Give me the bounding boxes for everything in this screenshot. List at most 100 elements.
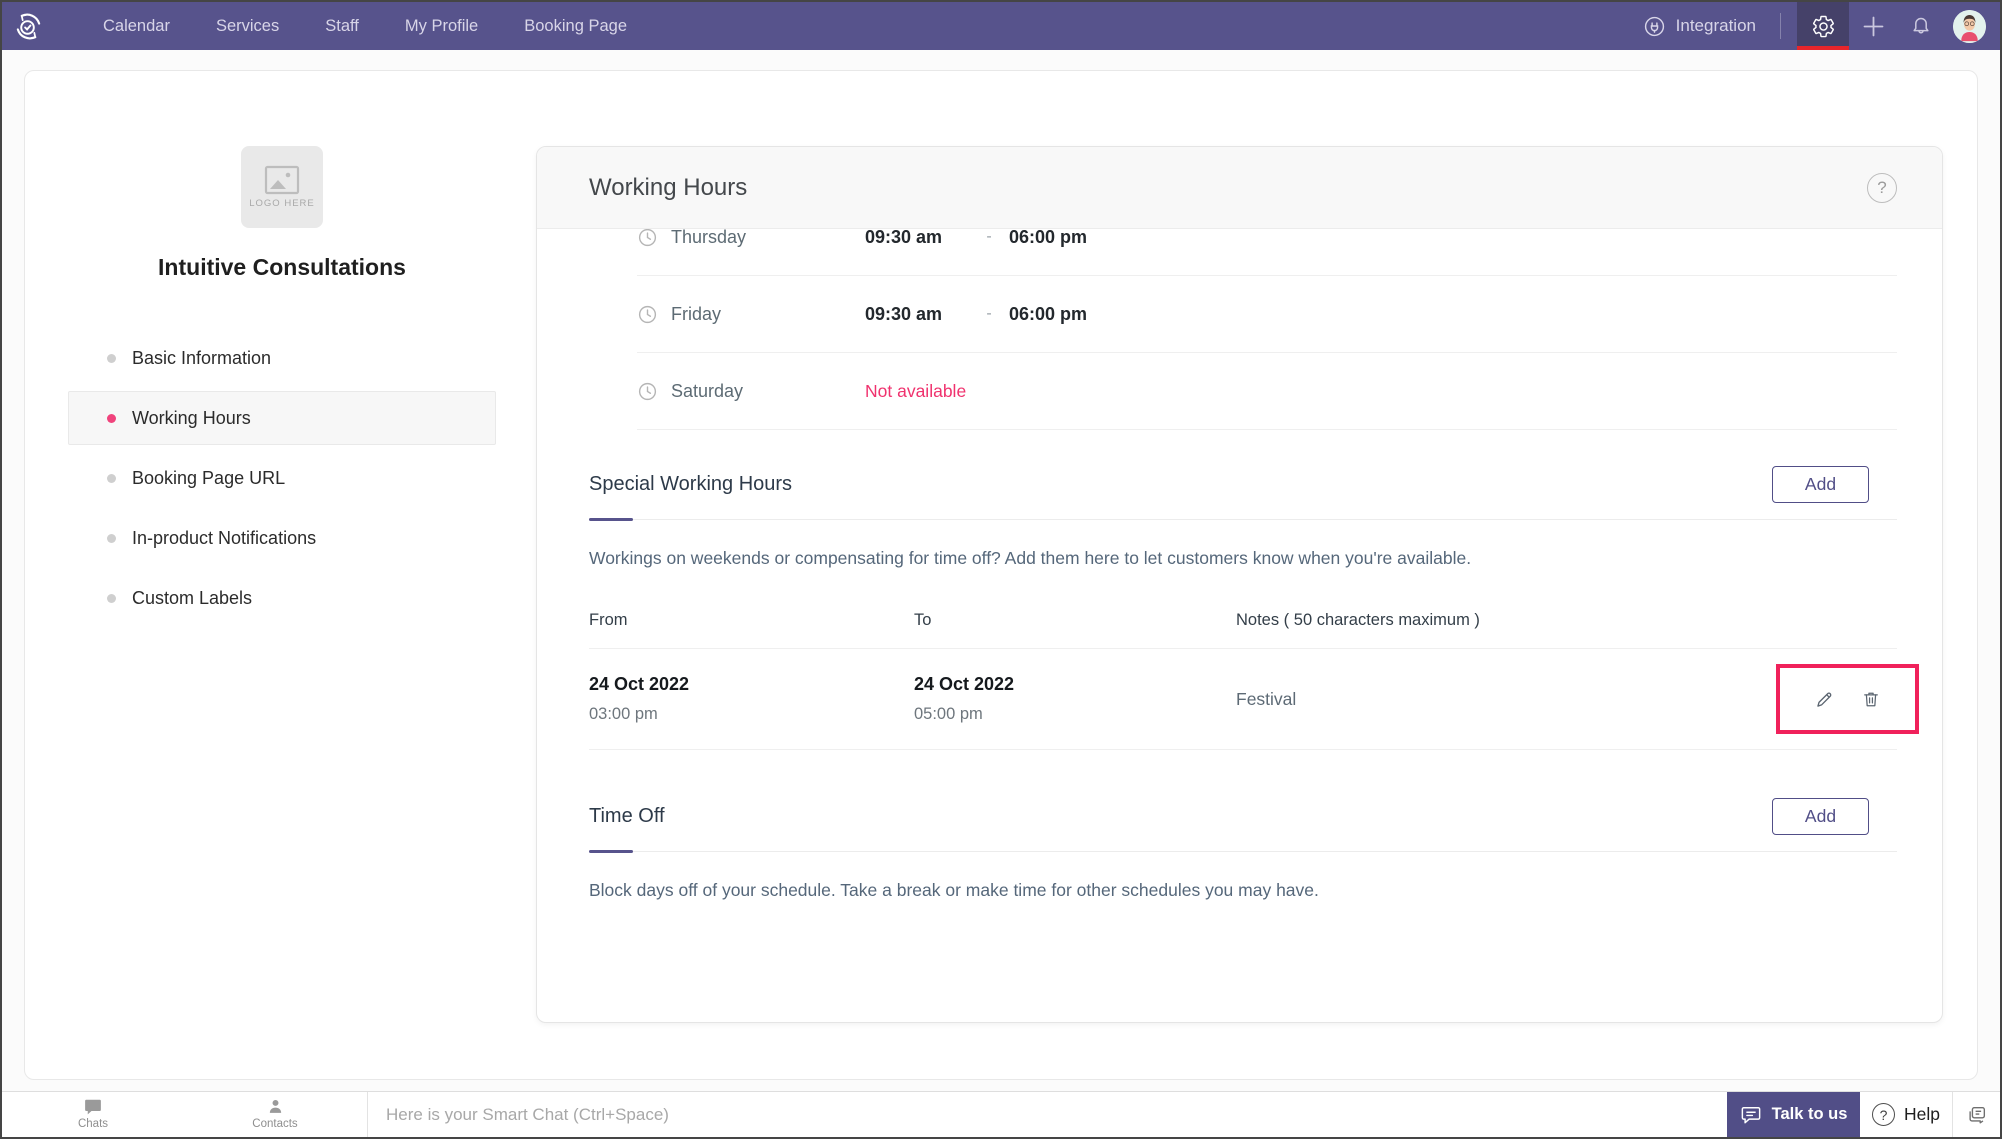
question-mark-glyph: ?	[1877, 177, 1887, 197]
talk-to-us-label: Talk to us	[1771, 1105, 1848, 1123]
end-time: 06:00 pm	[1009, 303, 1088, 324]
gear-icon	[1811, 14, 1836, 39]
help-label: Help	[1904, 1104, 1940, 1124]
sidebar-item-working-hours[interactable]: Working Hours	[68, 391, 496, 445]
smart-chat-input[interactable]: Here is your Smart Chat (Ctrl+Space)	[367, 1092, 1727, 1137]
chats-label: Chats	[77, 1118, 109, 1130]
top-navbar: Calendar Services Staff My Profile Booki…	[2, 2, 2000, 50]
column-header-notes: Notes ( 50 characters maximum )	[1236, 611, 1480, 629]
day-row-friday[interactable]: Friday 09:30 am - 06:00 pm	[637, 276, 1897, 353]
talk-to-us-button[interactable]: Talk to us	[1727, 1092, 1860, 1137]
time-separator: -	[986, 305, 992, 322]
contacts-dock-button[interactable]: Contacts	[184, 1092, 366, 1137]
day-row-thursday[interactable]: Thursday 09:30 am - 06:00 pm	[637, 229, 1897, 276]
title-accent-bar	[589, 518, 633, 521]
integration-button[interactable]: Integration	[1643, 15, 1756, 38]
section-header: Time Off Add	[589, 798, 1897, 853]
help-icon[interactable]: ?	[1867, 172, 1897, 203]
logo-placeholder: LOGO HERE	[241, 146, 323, 228]
nav-divider	[1780, 13, 1781, 39]
section-description: Workings on weekends or compensating for…	[589, 548, 1472, 568]
sidebar-item-label: Custom Labels	[132, 587, 253, 608]
column-header-from: From	[589, 611, 628, 629]
day-name: Friday	[671, 303, 722, 324]
edit-pencil-icon[interactable]	[1814, 689, 1835, 710]
nav-right-cluster: Integration	[1643, 2, 2000, 50]
settings-nav: Basic Information Working Hours Booking …	[68, 331, 496, 625]
help-question-icon: ?	[1872, 1103, 1895, 1126]
nav-item-booking-page[interactable]: Booking Page	[524, 17, 627, 35]
from-cell: 24 Oct 2022 03:00 pm	[589, 674, 914, 724]
end-time: 06:00 pm	[1009, 229, 1088, 247]
primary-nav: Calendar Services Staff My Profile Booki…	[80, 2, 650, 50]
time-off-section: Time Off Add Block days off of your sche…	[589, 798, 1897, 901]
sidebar-item-label: Working Hours	[132, 407, 251, 428]
question-mark-glyph: ?	[1879, 1106, 1888, 1123]
title-accent-bar	[589, 850, 633, 853]
section-title: Time Off	[589, 805, 665, 827]
settings-gear-button[interactable]	[1797, 2, 1849, 50]
page-title: Working Hours	[589, 173, 748, 201]
notifications-button[interactable]	[1897, 2, 1945, 50]
stacked-chats-icon	[1966, 1104, 1988, 1126]
add-time-off-button[interactable]: Add	[1772, 798, 1869, 835]
bullet-dot-icon	[107, 473, 116, 483]
section-header: Special Working Hours Add	[589, 466, 1897, 521]
sidebar-item-in-product-notifications[interactable]: In-product Notifications	[68, 511, 496, 565]
add-new-button[interactable]	[1849, 2, 1897, 50]
special-working-hours-section: Special Working Hours Add Workings on we…	[589, 466, 1919, 750]
nav-item-calendar[interactable]: Calendar	[103, 17, 170, 35]
chat-windows-stack-button[interactable]	[1952, 1092, 2000, 1137]
contacts-label: Contacts	[252, 1118, 298, 1130]
sidebar-item-label: Booking Page URL	[132, 467, 286, 488]
nav-item-staff[interactable]: Staff	[325, 17, 359, 35]
clock-icon	[637, 381, 658, 402]
image-placeholder-icon	[264, 165, 300, 195]
talk-chat-icon	[1740, 1105, 1762, 1125]
user-avatar[interactable]	[1953, 9, 1986, 43]
start-time: 09:30 am	[865, 229, 943, 247]
bullet-dot-icon	[107, 593, 116, 603]
nav-item-my-profile[interactable]: My Profile	[404, 17, 479, 35]
chats-dock-button[interactable]: Chats	[2, 1092, 184, 1137]
table-header-row: From To Notes ( 50 characters maximum )	[589, 611, 1897, 649]
sidebar-item-label: In-product Notifications	[132, 527, 317, 548]
to-date: 24 Oct 2022	[914, 674, 1015, 694]
add-special-hours-button[interactable]: Add	[1772, 466, 1869, 503]
bullet-dot-icon	[107, 413, 116, 423]
bookings-logo-icon[interactable]	[2, 2, 54, 50]
sidebar-item-basic-information[interactable]: Basic Information	[68, 331, 496, 385]
notes-cell: Festival	[1236, 688, 1297, 709]
chat-bubble-icon	[84, 1098, 102, 1115]
from-date: 24 Oct 2022	[589, 674, 690, 694]
bullet-dot-icon	[107, 533, 116, 543]
day-name: Saturday	[671, 380, 744, 401]
logo-placeholder-label: LOGO HERE	[249, 198, 315, 209]
integration-label: Integration	[1675, 16, 1756, 35]
bullet-dot-icon	[107, 353, 116, 363]
working-hours-card: Working Hours ? Thursday 09:30 am -	[536, 146, 1943, 1023]
plus-icon	[1860, 13, 1887, 40]
special-hours-row: 24 Oct 2022 03:00 pm 24 Oct 2022 05:00 p…	[589, 649, 1919, 750]
active-tab-underline	[1797, 46, 1849, 50]
sidebar-item-booking-page-url[interactable]: Booking Page URL	[68, 451, 496, 505]
bell-icon	[1909, 14, 1933, 38]
sidebar-item-custom-labels[interactable]: Custom Labels	[68, 571, 496, 625]
nav-item-services[interactable]: Services	[215, 17, 280, 35]
clock-icon	[637, 304, 658, 325]
clock-icon	[637, 229, 658, 248]
to-cell: 24 Oct 2022 05:00 pm	[914, 674, 1236, 724]
delete-trash-icon[interactable]	[1861, 689, 1881, 710]
plug-icon	[1643, 15, 1666, 38]
annotation-highlight-box	[1776, 664, 1919, 734]
to-time: 05:00 pm	[914, 705, 983, 723]
help-button[interactable]: ? Help	[1860, 1092, 1952, 1137]
card-body: Thursday 09:30 am - 06:00 pm Friday 09:3…	[537, 229, 1942, 1022]
day-row-saturday[interactable]: Saturday Not available	[637, 353, 1897, 430]
from-time: 03:00 pm	[589, 705, 658, 723]
sidebar-item-label: Basic Information	[132, 347, 272, 368]
sidebar: LOGO HERE Intuitive Consultations Basic …	[68, 146, 496, 631]
section-title: Special Working Hours	[589, 473, 793, 495]
contacts-person-icon	[267, 1098, 284, 1115]
